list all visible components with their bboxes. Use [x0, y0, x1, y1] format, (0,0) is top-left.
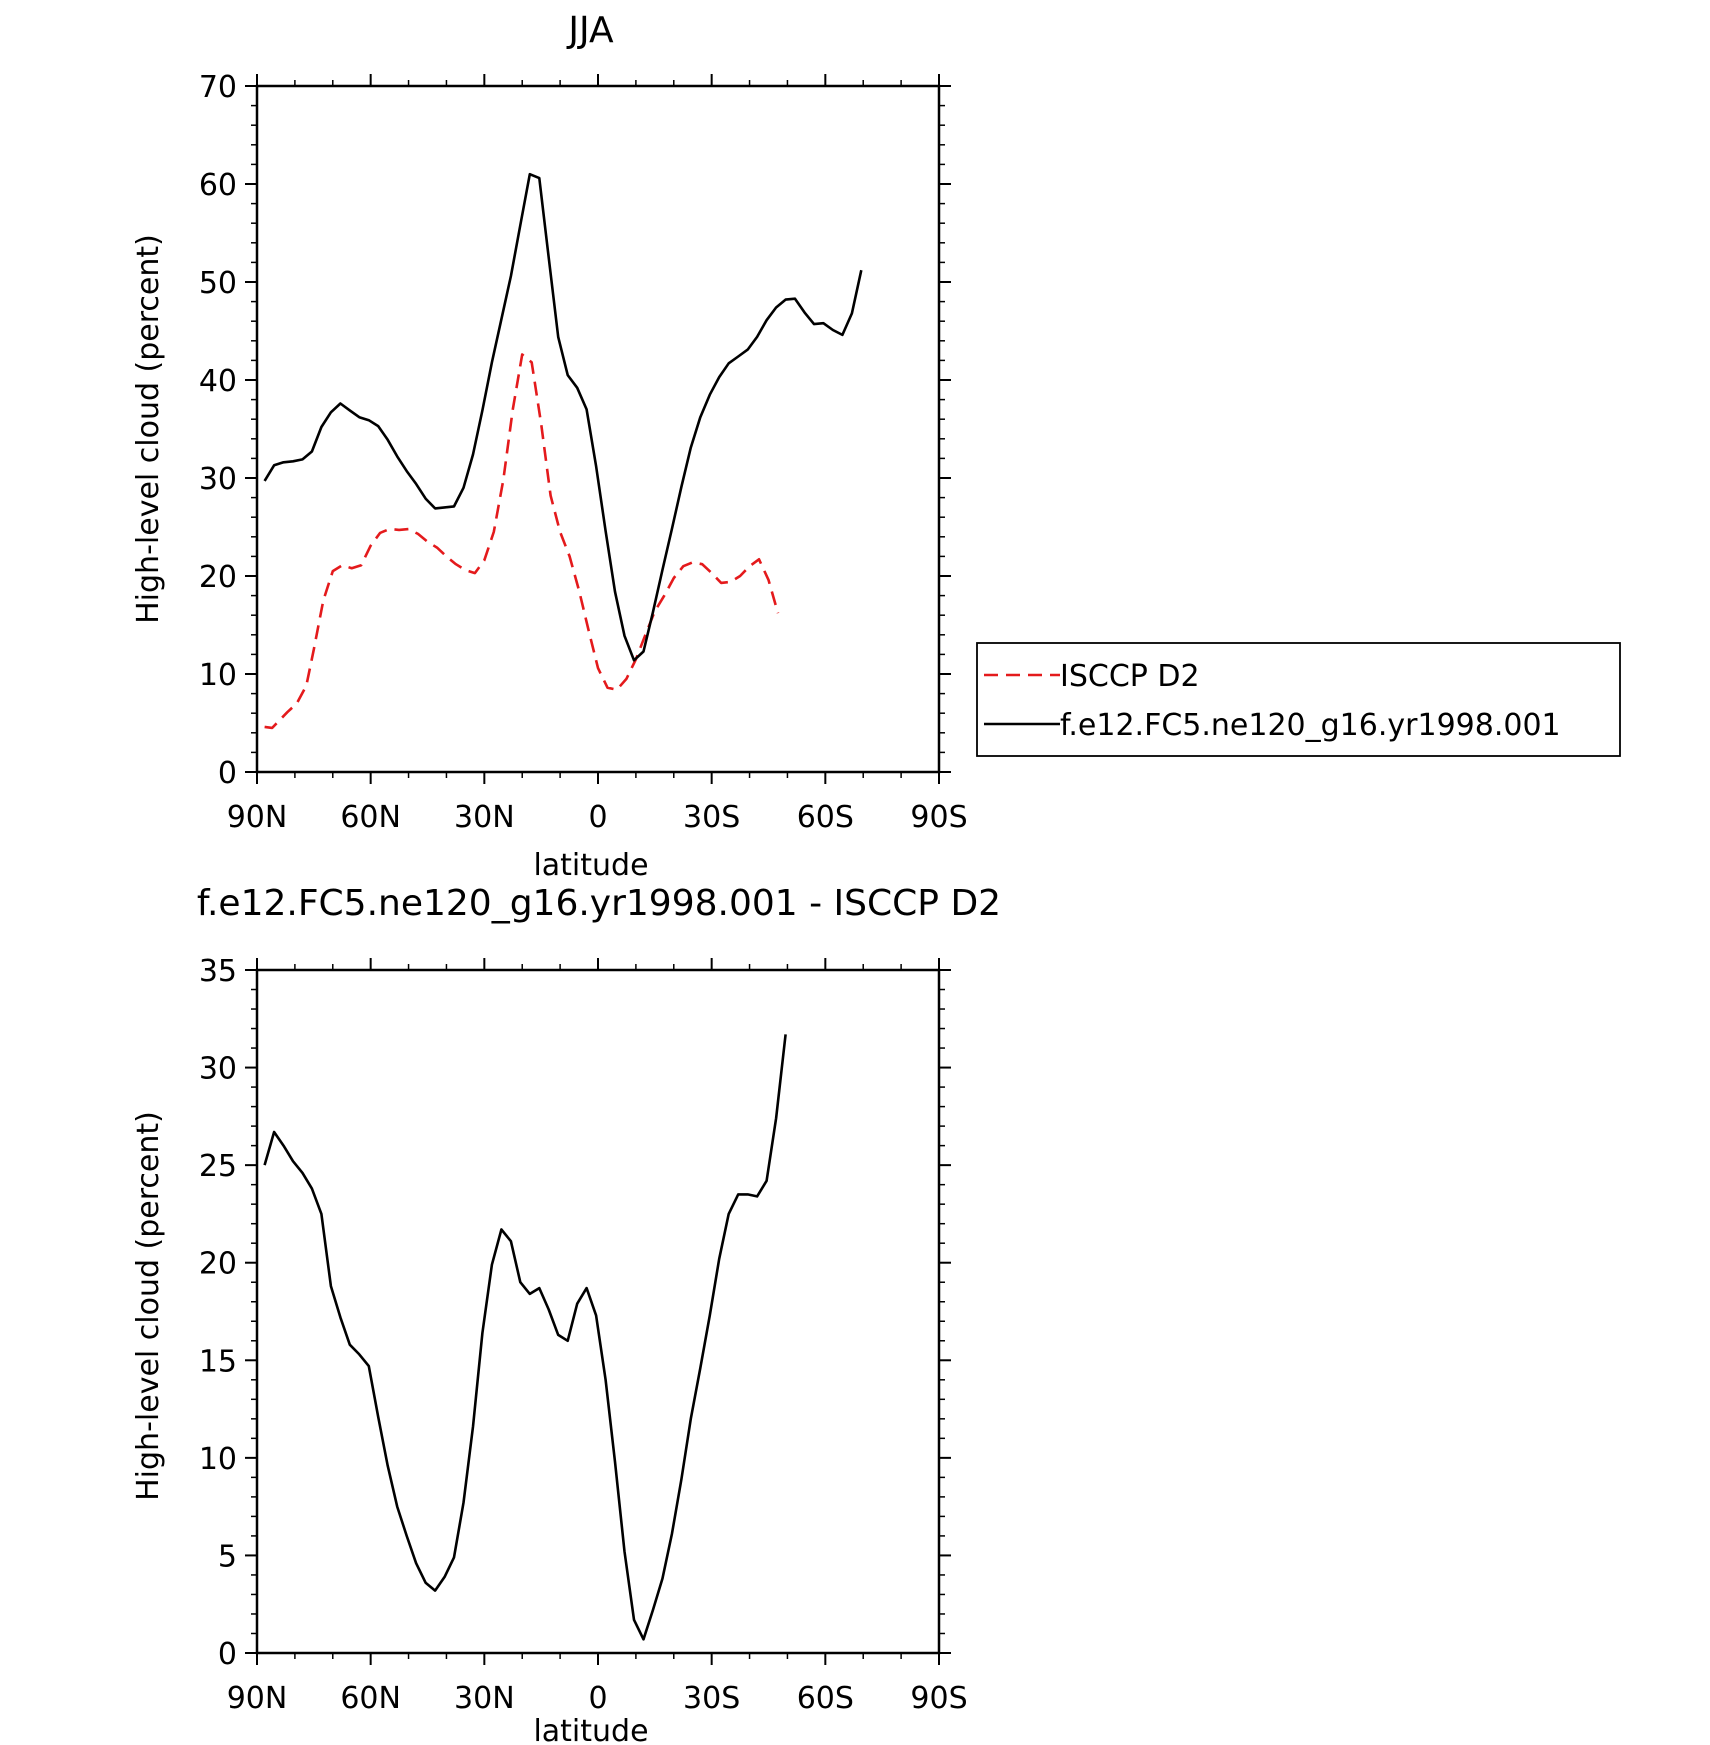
y-tick-label: 70: [199, 70, 237, 105]
x-tick-label: 30S: [683, 800, 740, 835]
bottom-chart-ticks: [245, 958, 951, 1665]
top-chart-legend: ISCCP D2 f.e12.FC5.ne120_g16.yr1998.001: [976, 642, 1621, 757]
x-tick-label: 60S: [797, 1681, 854, 1716]
y-tick-label: 35: [199, 954, 237, 989]
y-tick-label: 25: [199, 1149, 237, 1184]
top-chart-ticks: [245, 74, 951, 784]
bottom-chart-y-tick-labels: 0 5 10 15 20 25 30 35: [199, 954, 237, 1672]
x-tick-label: 90S: [910, 1681, 967, 1716]
model-line: [263, 1034, 787, 1641]
bottom-chart-series-layer: [263, 1034, 787, 1641]
top-chart-series-layer: [263, 172, 863, 730]
y-tick-label: 15: [199, 1344, 237, 1379]
legend-label-isccp: ISCCP D2: [1060, 659, 1200, 694]
isccp-d2-line: [264, 353, 780, 730]
top-chart: JJA 90N 60N 30N 0 30S 60S 90S 010203040506070 …: [131, 10, 1621, 883]
top-chart-title: JJA: [566, 10, 614, 51]
y-tick-label: 40: [199, 364, 237, 399]
y-tick-label: 20: [199, 1247, 237, 1282]
bottom-chart-y-axis-label: High-level cloud (percent): [131, 1111, 166, 1501]
y-tick-label: 30: [199, 1052, 237, 1087]
top-chart-x-tick-labels: 90N 60N 30N 0 30S 60S 90S: [227, 800, 968, 835]
x-tick-label: 60N: [340, 1681, 401, 1716]
legend-label-model: f.e12.FC5.ne120_g16.yr1998.001: [1060, 708, 1561, 743]
x-tick-label: 90S: [910, 800, 967, 835]
y-tick-label: 50: [199, 266, 237, 301]
bottom-chart-title: f.e12.FC5.ne120_g16.yr1998.001 - ISCCP D…: [197, 883, 1001, 924]
y-tick-label: 10: [199, 1442, 237, 1477]
bottom-chart: f.e12.FC5.ne120_g16.yr1998.001 - ISCCP D…: [131, 883, 1001, 1745]
x-tick-label: 30S: [683, 1681, 740, 1716]
y-tick-label: 20: [199, 560, 237, 595]
top-chart-y-tick-labels: 0 10 20 30 40 50 60 70: [199, 70, 237, 791]
y-tick-label: 10: [199, 658, 237, 693]
x-tick-label: 60N: [340, 800, 401, 835]
y-tick-label: 0: [218, 756, 237, 791]
bottom-chart-x-axis-label: latitude: [533, 1714, 648, 1745]
y-tick-label: 60: [199, 168, 237, 203]
x-tick-label: 90N: [227, 1681, 288, 1716]
x-tick-label: 30N: [454, 1681, 515, 1716]
y-tick-label: 0: [218, 1637, 237, 1672]
model-line: [263, 172, 863, 662]
y-tick-label: 30: [199, 462, 237, 497]
top-chart-x-axis-label: latitude: [533, 848, 648, 883]
x-tick-label: 0: [588, 800, 607, 835]
x-tick-label: 90N: [227, 800, 288, 835]
bottom-chart-x-tick-labels: 90N 60N 30N 0 30S 60S 90S: [227, 1681, 968, 1716]
legend-box: [976, 642, 1621, 757]
top-chart-y-axis-label: High-level cloud (percent): [131, 234, 166, 624]
y-tick-label: 5: [218, 1539, 237, 1574]
x-tick-label: 60S: [797, 800, 854, 835]
x-tick-label: 0: [588, 1681, 607, 1716]
x-tick-label: 30N: [454, 800, 515, 835]
